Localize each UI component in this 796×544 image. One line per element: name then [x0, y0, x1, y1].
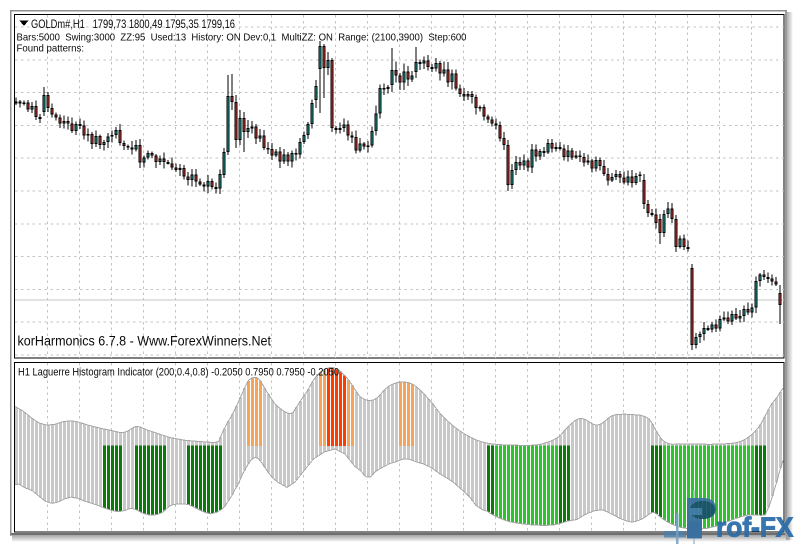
svg-text:rof-FX: rof-FX [716, 512, 794, 543]
svg-text:H1 Laguerre Histogram Indicato: H1 Laguerre Histogram Indicator (200,0.4… [18, 367, 339, 379]
svg-text:korHarmonics 6.7.8 - Www.Forex: korHarmonics 6.7.8 - Www.ForexWinners.Ne… [18, 333, 272, 349]
svg-text:GOLDm#,H1 1799,73 1800,49 17: GOLDm#,H1 1799,73 1800,49 1795,35 1799,1… [31, 17, 235, 31]
svg-text:Bars:5000 Swing:3000 ZZ:95: Bars:5000 Swing:3000 ZZ:95 Used:13 Histo… [17, 32, 467, 44]
svg-text:Found patterns:: Found patterns: [17, 43, 85, 55]
